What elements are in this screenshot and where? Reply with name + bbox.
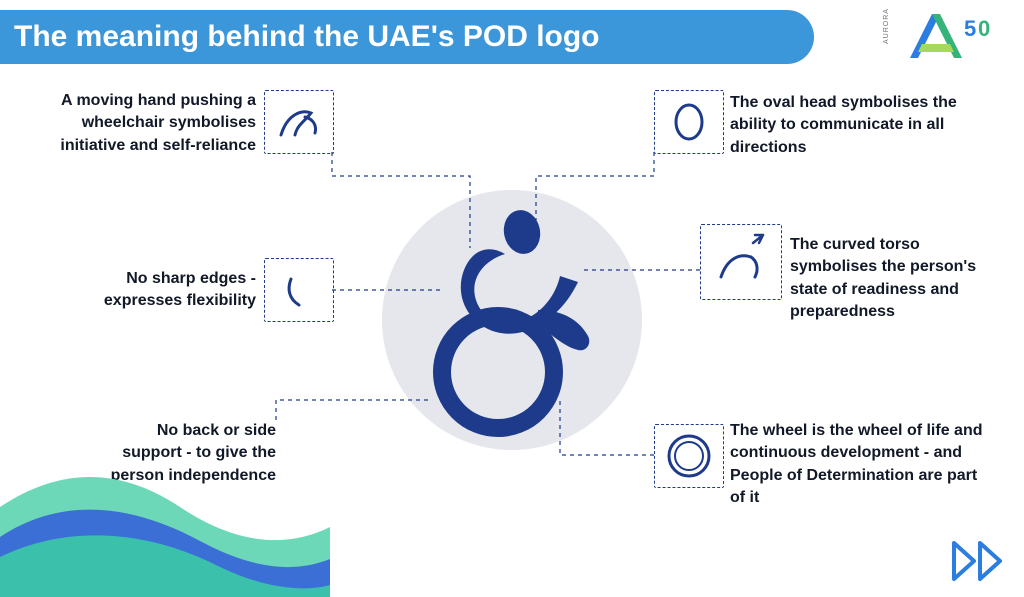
callout-edges: No sharp edges - expresses flexibility xyxy=(76,268,256,313)
svg-text:0: 0 xyxy=(978,16,990,41)
callout-torso: The curved torso symbolises the person's… xyxy=(790,234,1000,324)
decorative-wave xyxy=(0,437,330,597)
callout-wheel: The wheel is the wheel of life and conti… xyxy=(730,420,990,510)
brand-logo: AURORA50 5 0 xyxy=(882,8,1002,71)
brand-a-icon xyxy=(910,14,962,58)
pod-figure-icon xyxy=(410,200,630,440)
icon-edges xyxy=(264,258,334,322)
icon-torso xyxy=(700,224,782,300)
callout-head: The oval head symbolises the ability to … xyxy=(730,92,960,159)
icon-hand xyxy=(264,90,334,154)
callout-hand: A moving hand pushing a wheelchair symbo… xyxy=(36,90,256,157)
title-bar: The meaning behind the UAE's POD logo xyxy=(0,10,814,64)
page-title: The meaning behind the UAE's POD logo xyxy=(14,20,600,54)
icon-wheel xyxy=(654,424,724,488)
double-arrow-icon xyxy=(950,539,1010,583)
svg-text:5: 5 xyxy=(964,16,976,41)
icon-head xyxy=(654,90,724,154)
svg-text:AURORA50: AURORA50 xyxy=(883,8,890,44)
